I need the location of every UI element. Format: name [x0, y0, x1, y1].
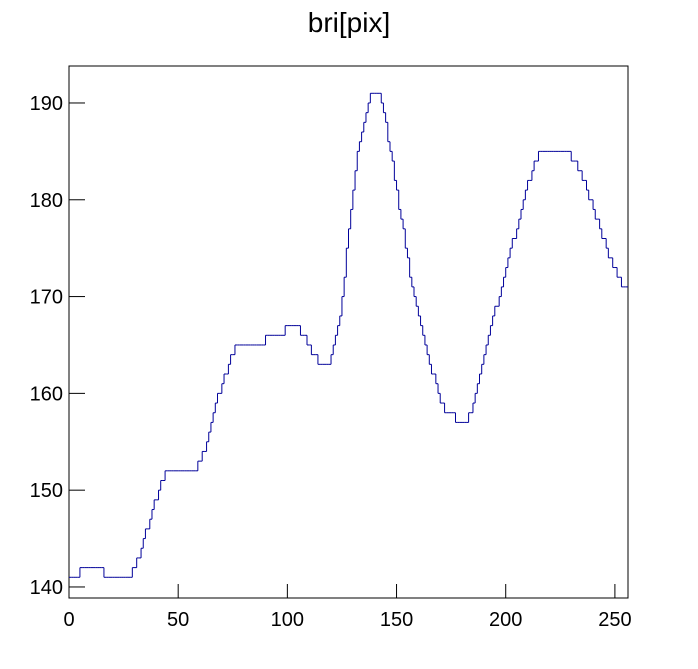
y-tick-label: 180: [30, 190, 63, 212]
x-tick-label: 200: [489, 609, 522, 631]
x-tick-label: 150: [380, 609, 413, 631]
y-tick-label: 140: [30, 577, 63, 599]
x-tick-label: 0: [63, 609, 74, 631]
plot-frame: [68, 65, 629, 599]
x-tick-label: 100: [271, 609, 304, 631]
y-tick-label: 150: [30, 480, 63, 502]
y-tick-label: 190: [30, 93, 63, 115]
y-tick-label: 160: [30, 383, 63, 405]
chart-title: bri[pix]: [308, 7, 390, 38]
x-tick-label: 50: [167, 609, 189, 631]
x-tick-label: 250: [598, 609, 631, 631]
y-tick-label: 170: [30, 287, 63, 309]
